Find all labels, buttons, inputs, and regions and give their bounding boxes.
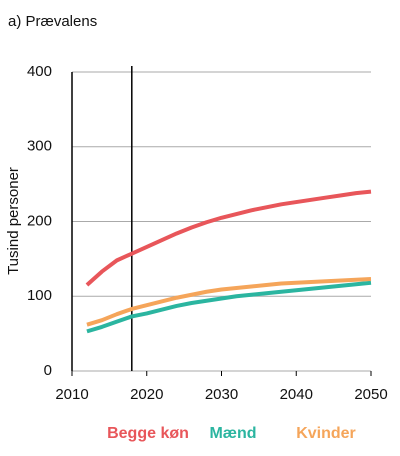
chart-title: a) Prævalens <box>8 13 97 30</box>
y-tick-label: 200 <box>27 212 52 229</box>
x-tick-label: 2040 <box>280 386 313 403</box>
series-line <box>86 280 372 334</box>
legend-label: Begge køn <box>107 425 189 442</box>
x-tick-label: 2010 <box>55 386 88 403</box>
legend-label: Kvinder <box>296 425 356 442</box>
legend-label: Mænd <box>209 425 256 442</box>
series-line <box>86 277 372 327</box>
y-tick-label: 100 <box>27 287 52 304</box>
y-tick-label: 0 <box>44 362 52 379</box>
series-line <box>85 189 372 287</box>
x-tick-label: 2030 <box>205 386 238 403</box>
y-tick-label: 400 <box>27 63 52 80</box>
x-tick-label: 2050 <box>354 386 387 403</box>
x-tick-label: 2020 <box>130 386 163 403</box>
y-axis-label: Tusind personer <box>5 167 22 275</box>
y-tick-label: 300 <box>27 138 52 155</box>
